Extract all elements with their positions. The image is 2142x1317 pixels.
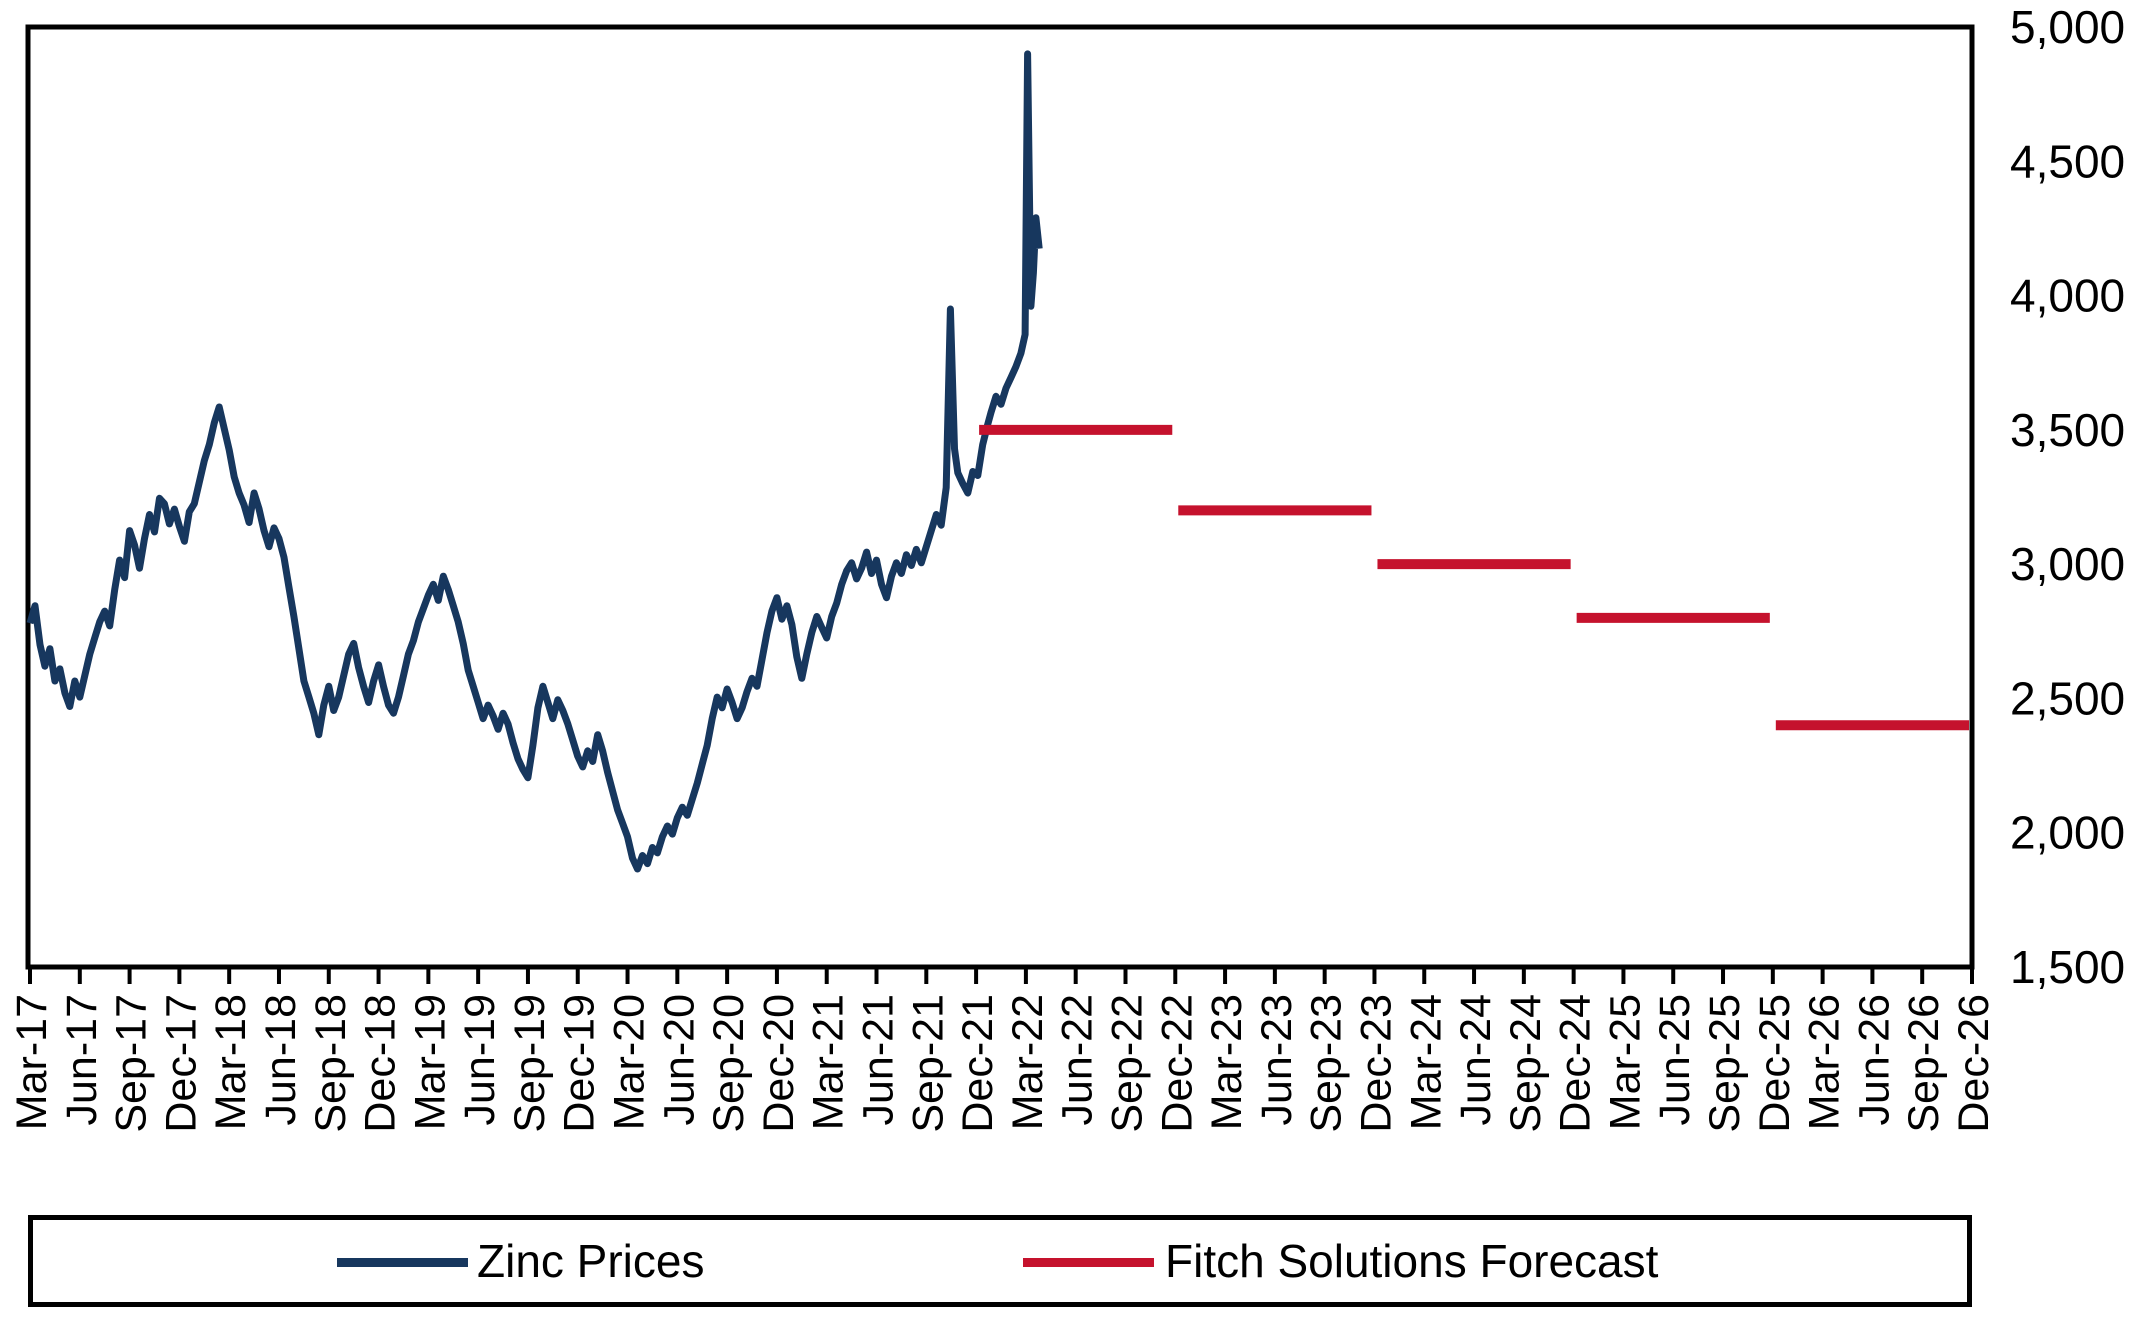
x-axis-label: Jun-24 bbox=[1452, 994, 1500, 1125]
x-axis-label: Dec-25 bbox=[1751, 994, 1799, 1133]
x-axis-label: Mar-18 bbox=[207, 994, 255, 1130]
x-axis-label: Dec-18 bbox=[357, 994, 405, 1133]
x-axis-label: Sep-20 bbox=[705, 994, 753, 1133]
x-axis-label: Sep-24 bbox=[1502, 994, 1550, 1133]
legend-label-forecast: Fitch Solutions Forecast bbox=[1165, 1235, 1659, 1287]
y-axis-label: 4,500 bbox=[2010, 135, 2125, 187]
chart-legend: Zinc Prices Fitch Solutions Forecast bbox=[28, 1215, 1972, 1307]
x-axis-label: Mar-25 bbox=[1601, 994, 1649, 1130]
x-axis-label: Sep-22 bbox=[1103, 994, 1151, 1133]
x-axis-label: Mar-23 bbox=[1203, 994, 1251, 1130]
x-axis-label: Dec-22 bbox=[1153, 994, 1201, 1133]
legend-label-zinc: Zinc Prices bbox=[477, 1235, 705, 1287]
x-axis-label: Sep-25 bbox=[1701, 994, 1749, 1133]
y-axis-label: 2,500 bbox=[2010, 672, 2125, 724]
x-axis-label: Jun-19 bbox=[456, 994, 504, 1125]
x-axis-label: Jun-17 bbox=[58, 994, 106, 1125]
x-axis-label: Mar-17 bbox=[8, 994, 56, 1130]
y-axis-label: 3,500 bbox=[2010, 404, 2125, 456]
x-axis-label: Sep-17 bbox=[108, 994, 156, 1133]
zinc-line-swatch bbox=[337, 1258, 468, 1267]
x-axis-label: Sep-19 bbox=[506, 994, 554, 1133]
x-axis-label: Sep-26 bbox=[1900, 994, 1948, 1133]
x-axis-label: Jun-26 bbox=[1850, 994, 1898, 1125]
x-axis-label: Mar-20 bbox=[606, 994, 654, 1130]
x-axis-label: Jun-25 bbox=[1651, 994, 1699, 1125]
x-axis-label: Sep-18 bbox=[307, 994, 355, 1133]
plot-border bbox=[25, 24, 1975, 970]
x-axis-label: Mar-22 bbox=[1004, 994, 1052, 1130]
x-axis-label: Dec-26 bbox=[1950, 994, 1998, 1133]
x-axis-label: Jun-21 bbox=[855, 994, 903, 1125]
x-axis-label: Mar-21 bbox=[805, 994, 853, 1130]
forecast-line-swatch bbox=[1023, 1258, 1154, 1267]
x-axis-label: Dec-23 bbox=[1352, 994, 1400, 1133]
x-axis-label: Jun-23 bbox=[1253, 994, 1301, 1125]
x-axis-label: Mar-24 bbox=[1402, 994, 1450, 1130]
y-axis-label: 5,000 bbox=[2010, 1, 2125, 53]
x-axis-label: Dec-21 bbox=[954, 994, 1002, 1133]
zinc-price-line bbox=[26, 50, 1043, 873]
x-axis-label: Dec-17 bbox=[157, 994, 205, 1133]
y-axis-label: 2,000 bbox=[2010, 807, 2125, 859]
x-axis-label: Jun-18 bbox=[257, 994, 305, 1125]
y-axis-label: 3,000 bbox=[2010, 538, 2125, 590]
y-axis-label: 1,500 bbox=[2010, 941, 2125, 993]
x-axis-label: Dec-19 bbox=[556, 994, 604, 1133]
x-axis-label: Sep-23 bbox=[1303, 994, 1351, 1133]
y-axis-label: 4,000 bbox=[2010, 270, 2125, 322]
x-axis-label: Dec-20 bbox=[755, 994, 803, 1133]
x-axis-label: Mar-19 bbox=[406, 994, 454, 1130]
x-axis-label: Mar-26 bbox=[1801, 994, 1849, 1130]
x-axis-label: Jun-20 bbox=[655, 994, 703, 1125]
x-axis-label: Sep-21 bbox=[904, 994, 952, 1133]
x-axis-label: Dec-24 bbox=[1552, 994, 1600, 1133]
x-axis-label: Jun-22 bbox=[1054, 994, 1102, 1125]
